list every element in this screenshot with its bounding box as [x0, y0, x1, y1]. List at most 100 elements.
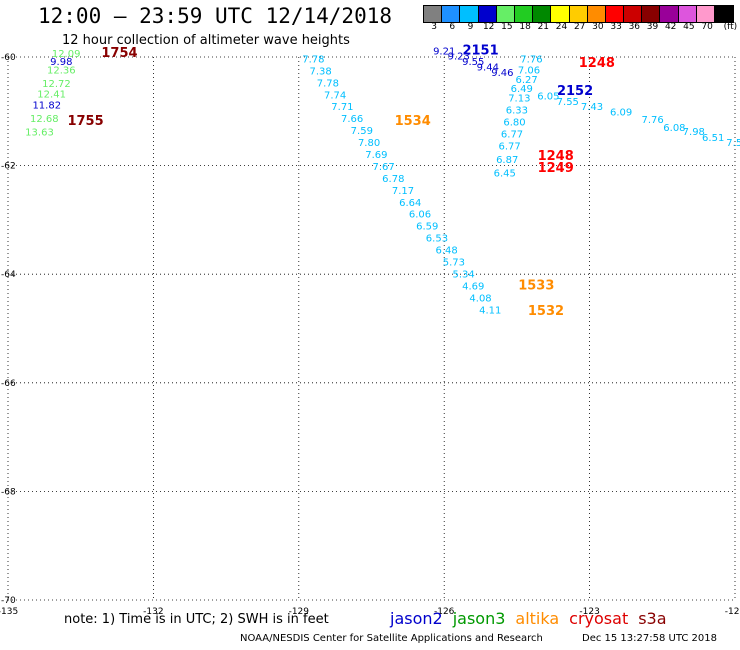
color-scale-label: 45 — [683, 22, 695, 32]
color-scale-swatch — [496, 6, 515, 22]
wave-height-label: 9.55 — [462, 57, 484, 68]
wave-height-label: 6.48 — [435, 246, 457, 257]
wave-height-label: 7.98 — [683, 127, 705, 138]
color-scale-swatch — [424, 6, 443, 22]
pass-time-label: 1754 — [101, 46, 137, 61]
color-scale-label: 39 — [646, 22, 659, 32]
wave-height-label: 6.59 — [416, 222, 438, 233]
wave-height-label: 12.72 — [42, 79, 71, 90]
color-scale-label: 12 — [482, 22, 495, 32]
wave-height-label: 6.09 — [610, 108, 632, 119]
wave-height-label: 7.71 — [331, 102, 353, 113]
x-tick-label: -120 — [725, 607, 740, 617]
color-scale-swatch — [569, 6, 588, 22]
page-title: 12:00 – 23:59 UTC 12/14/2018 — [38, 4, 393, 28]
color-scale-swatch — [678, 6, 697, 22]
wave-height-label: 6.51 — [702, 133, 724, 144]
pass-time-label: 2151 — [462, 43, 498, 58]
color-scale-swatch — [460, 6, 479, 22]
wave-height-label: 7.58 — [726, 138, 740, 149]
wave-height-label: 5.73 — [443, 258, 465, 269]
color-scale-swatch — [533, 6, 552, 22]
color-scale-label: 36 — [628, 22, 641, 32]
color-scale-swatch — [715, 6, 734, 22]
color-scale-label: 30 — [592, 22, 604, 32]
pass-time-label: 1248 — [538, 149, 574, 164]
wave-height-label: 6.64 — [399, 198, 421, 209]
wave-height-label: 5.34 — [452, 269, 474, 280]
wave-height-label: 7.76 — [520, 54, 542, 65]
color-scale-swatch — [624, 6, 643, 22]
color-scale-label: 24 — [555, 22, 568, 32]
wave-height-label: 6.49 — [511, 84, 533, 95]
color-scale-label: 70 — [701, 22, 713, 32]
credit-line: NOAA/NESDIS Center for Satellite Applica… — [240, 633, 543, 644]
wave-height-label: 6.45 — [494, 168, 516, 179]
satellite-legend: jason2 jason3 altika cryosat s3a — [390, 609, 677, 628]
wave-height-label: 6.80 — [503, 117, 525, 128]
wave-height-label: 4.69 — [462, 281, 484, 292]
wave-height-label: 12.09 — [52, 49, 81, 60]
wave-height-label: 6.08 — [663, 123, 685, 134]
color-scale-swatch — [696, 6, 715, 22]
color-scale-swatch — [587, 6, 606, 22]
wave-height-label: 4.11 — [479, 305, 501, 316]
wave-height-label: 7.74 — [324, 90, 346, 101]
pass-time-label: 1532 — [528, 304, 564, 319]
color-scale-label: 3 — [431, 22, 437, 32]
color-scale-labels: 3 6 9 12 15 18 21 24 27 30 33 36 39 42 45 70 (ft) — [423, 22, 740, 34]
y-tick-label: -64 — [1, 270, 16, 280]
wave-height-label: 7.17 — [392, 186, 414, 197]
y-tick-label: -62 — [1, 162, 16, 172]
wave-height-label: 6.87 — [496, 155, 518, 166]
footnote: note: 1) Time is in UTC; 2) SWH is in fe… — [64, 612, 329, 627]
wave-height-label: 6.27 — [515, 75, 537, 86]
wave-height-label: 7.43 — [581, 102, 603, 113]
wave-height-label: 4.08 — [469, 293, 491, 304]
color-scale-swatch — [660, 6, 679, 22]
wave-height-label: 7.78 — [317, 78, 339, 89]
wave-height-label: 7.13 — [508, 94, 530, 105]
pass-time-label: 1248 — [579, 56, 615, 71]
wave-height-label: 7.67 — [372, 162, 394, 173]
wave-height-label: 7.66 — [341, 114, 363, 125]
color-scale-label: 18 — [519, 22, 531, 32]
satellite-legend-item: cryosat — [569, 609, 629, 628]
wave-height-label: 9.98 — [50, 57, 72, 68]
pass-time-label: 1755 — [67, 114, 103, 129]
wave-height-label: 6.78 — [382, 174, 404, 185]
wave-height-label: 6.77 — [501, 129, 523, 140]
color-scale-label: 42 — [664, 22, 677, 32]
wave-height-label: 6.33 — [506, 105, 528, 116]
color-scale-swatch — [478, 6, 497, 22]
page-subtitle: 12 hour collection of altimeter wave hei… — [62, 33, 350, 48]
wave-height-label: 7.76 — [641, 115, 663, 126]
wave-height-label: 6.77 — [498, 141, 520, 152]
wave-height-label: 7.55 — [557, 97, 579, 108]
wave-height-label: 9.23 — [448, 52, 470, 63]
wave-height-label: 9.44 — [477, 63, 499, 74]
y-tick-label: -66 — [1, 379, 16, 389]
color-scale-label: 33 — [610, 22, 622, 32]
color-scale-label: 21 — [537, 22, 550, 32]
wave-height-label: 12.36 — [47, 65, 76, 76]
wave-height-label: 9.46 — [491, 68, 513, 79]
color-scale-swatch — [642, 6, 661, 22]
wave-height-label: 7.59 — [351, 126, 373, 137]
wave-height-label: 12.68 — [30, 114, 59, 125]
generated-timestamp: Dec 15 13:27:58 UTC 2018 — [582, 633, 717, 644]
pass-time-label: 1534 — [395, 114, 431, 129]
wave-height-label: 6.05 — [537, 91, 559, 102]
y-tick-label: -70 — [1, 596, 16, 606]
color-scale-label: 15 — [501, 22, 513, 32]
pass-time-label: 1249 — [538, 161, 574, 176]
wave-height-label: 6.06 — [409, 210, 431, 221]
satellite-legend-item: s3a — [638, 609, 667, 628]
y-tick-label: -68 — [1, 487, 16, 497]
color-scale-swatch — [551, 6, 570, 22]
color-scale-bar — [423, 5, 735, 23]
x-tick-label: -135 — [0, 607, 18, 617]
wave-height-label: 9.21 — [433, 46, 455, 57]
